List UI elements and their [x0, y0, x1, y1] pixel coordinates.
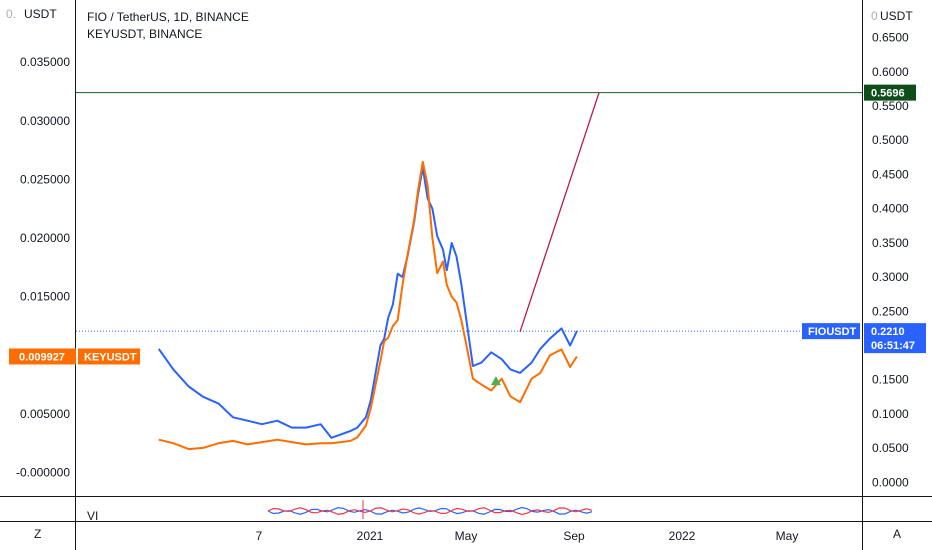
- right-axis-tick-label: 0.0000: [872, 475, 909, 489]
- left-unit-bg: [16, 5, 58, 21]
- hline-price-tag: [864, 84, 916, 101]
- fiousdt-name-label: FIOUSDT: [808, 326, 857, 338]
- right-unit-bg: [878, 8, 924, 24]
- left-axis-tick-label: 0.035000: [20, 55, 70, 69]
- fiousdt-price-value: 0.2210: [871, 326, 905, 338]
- time-axis-label: Sep: [563, 529, 585, 543]
- auto-scale-button[interactable]: A: [893, 527, 901, 541]
- right-axis-tick-label: 0.1000: [872, 407, 909, 421]
- fiousdt-price-tag: [864, 323, 926, 354]
- keyusdt-series-line[interactable]: [158, 160, 578, 451]
- right-axis-tick-label: 0.3000: [872, 270, 909, 284]
- zoom-reset-button[interactable]: Z: [34, 527, 41, 541]
- left-axis-tick-label: 0.005000: [20, 407, 70, 421]
- time-axis-label: May: [455, 529, 478, 543]
- right-axis-tick-label: 0.0500: [872, 441, 909, 455]
- time-axis-label: May: [776, 529, 799, 543]
- left-axis-tick-label: -0.000000: [16, 466, 70, 480]
- keyusdt-name-tag: [78, 348, 140, 365]
- trend-line[interactable]: [519, 92, 600, 333]
- time-axis-label: 7: [256, 529, 263, 543]
- right-axis-tick-label: 0.5500: [872, 99, 909, 113]
- indicator-label: VI: [87, 509, 98, 523]
- keyusdt-price-value: 0.009927: [19, 351, 65, 363]
- chart-subtitle: KEYUSDT, BINANCE: [87, 27, 202, 41]
- countdown-label: 06:51:47: [871, 340, 915, 352]
- signal-marker-icon: [490, 376, 501, 386]
- right-axis-tick-label: 0.4500: [872, 167, 909, 181]
- keyusdt-name-label: KEYUSDT: [84, 351, 137, 363]
- right-axis-tick-label: 0.6000: [872, 65, 909, 79]
- right-axis-unit: USDT: [880, 9, 913, 23]
- keyusdt-price-tag: [9, 348, 76, 365]
- right-price-axis[interactable]: 0.6500 0.6000 0.5500 0.5000 0.4500 0.4000 0.35…: [872, 31, 909, 490]
- left-price-axis[interactable]: 0.035000 0.030000 0.025000 0.020000 0.015000…: [16, 55, 70, 479]
- chart-title: FIO / TetherUS, 1D, BINANCE: [87, 10, 249, 24]
- left-axis-unit: USDT: [24, 7, 57, 21]
- right-axis-tick-label: 0.5000: [872, 133, 909, 147]
- time-axis-label: 2021: [357, 529, 384, 543]
- left-axis-tick-label: 0.025000: [20, 172, 70, 186]
- price-tags: 0.009927 KEYUSDT FIOUSDT 0.2210 06:51:47 0.56…: [9, 84, 926, 365]
- right-axis-tick-label: 0.2500: [872, 304, 909, 318]
- left-axis-tick-label: 0.030000: [20, 114, 70, 128]
- vi-minus-line: [267, 507, 593, 516]
- right-axis-tick-label: 0.4000: [872, 202, 909, 216]
- left-axis-tick-label: 0.015000: [20, 290, 70, 304]
- right-axis-tick-label: 0.3500: [872, 236, 909, 250]
- fiousdt-name-tag: [802, 323, 860, 340]
- plot-area[interactable]: [76, 92, 862, 519]
- time-axis-label: 2022: [669, 529, 696, 543]
- time-axis[interactable]: 7 2021 May Sep 2022 May: [256, 529, 799, 543]
- hline-price-value: 0.5696: [871, 88, 905, 100]
- right-axis-tick-label: 0.6500: [872, 31, 909, 45]
- left-axis-tick-label: 0.020000: [20, 231, 70, 245]
- right-axis-tick-label: 0.1500: [872, 373, 909, 387]
